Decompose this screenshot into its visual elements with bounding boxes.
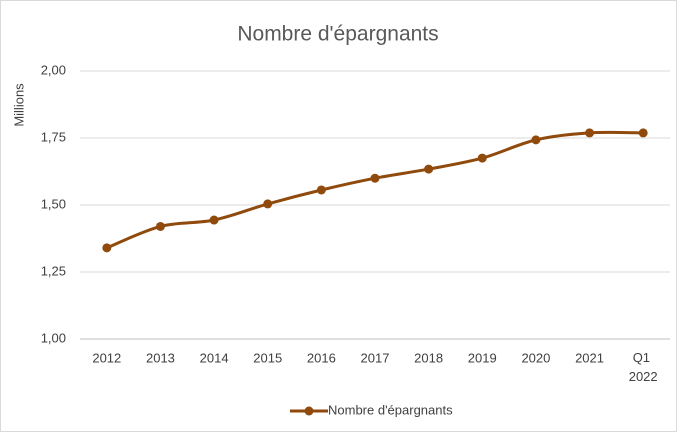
point [585,128,595,138]
y-tick-label: 1,50 [41,196,66,211]
x-tick-label: 2016 [307,350,336,365]
x-tick-label: Q1 2022 [629,350,658,384]
point [316,185,326,195]
x-tick-label: 2015 [253,350,282,365]
y-tick-label: 1,75 [41,129,66,144]
y-tick-label: 2,00 [41,62,66,77]
y-axis-label: Millions [11,83,26,127]
point [263,199,273,209]
legend-label: Nombre d'épargnants [328,402,453,417]
chart-title: Nombre d'épargnants [237,23,438,46]
point [155,221,165,231]
x-tick-label: 2012 [92,350,121,365]
y-tick-label: 1,25 [41,263,66,278]
point [638,128,648,138]
legend-marker [304,406,314,416]
x-tick-label: 2021 [575,350,604,365]
x-tick-label: 2019 [468,350,497,365]
point [424,164,434,174]
point [209,215,219,225]
point [370,173,380,183]
point [102,243,112,253]
x-tick-label: 2017 [361,350,390,365]
x-tick-label: 2020 [521,350,550,365]
x-tick-label: 2013 [146,350,175,365]
x-tick-label: 2018 [414,350,443,365]
point [531,135,541,145]
x-tick-label: 2014 [200,350,229,365]
point [477,153,487,163]
y-tick-label: 1,00 [41,330,66,345]
